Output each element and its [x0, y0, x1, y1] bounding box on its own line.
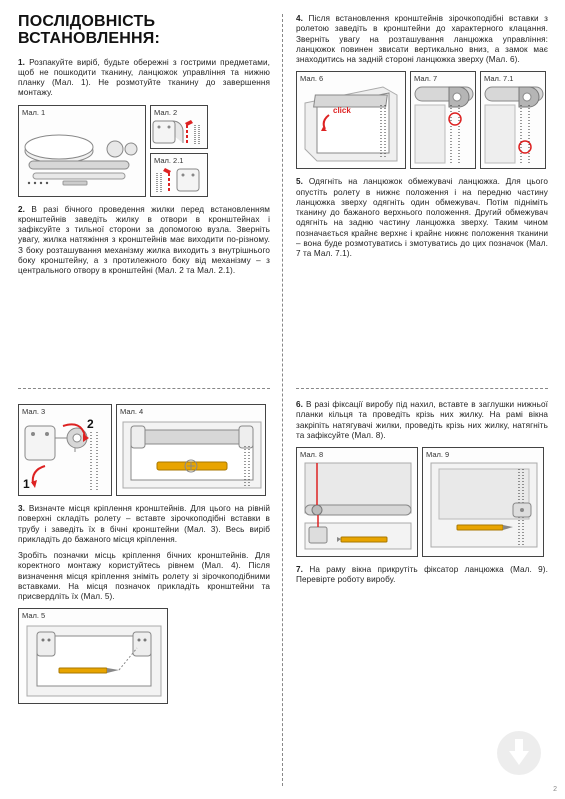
click-text: click — [333, 106, 351, 115]
figure-2-1-label: Мал. 2.1 — [151, 154, 207, 165]
figure-2-1-svg — [151, 165, 209, 197]
quadrant-4: 6. В разі фіксації виробу під нахил, вст… — [296, 400, 548, 592]
step-3-text-a: 3. Визначте місця кріплення кронштейнів.… — [18, 504, 270, 545]
figure-6: Мал. 6 click — [296, 71, 406, 169]
figure-1-label: Мал. 1 — [19, 106, 145, 117]
svg-text:2: 2 — [87, 417, 94, 431]
svg-text:1: 1 — [23, 477, 30, 491]
step-5-text: 5. Одягніть на ланцюжок обмежувачі ланцю… — [296, 177, 548, 259]
step-7-text: 7. На раму вікна прикрутіть фіксатор лан… — [296, 565, 548, 586]
fig-row-4: Мал. 6 click Мал. 7 — [296, 71, 548, 169]
vertical-divider — [282, 14, 283, 786]
figure-5: Мал. 5 — [18, 608, 168, 704]
figure-1-svg — [19, 117, 147, 195]
figure-4: Мал. 4 — [116, 404, 266, 496]
figure-8-label: Мал. 8 — [297, 448, 417, 459]
figure-7-1: Мал. 7.1 — [480, 71, 546, 169]
page-title: ПОСЛІДОВНІСТЬ ВСТАНОВЛЕННЯ: — [18, 14, 270, 48]
figure-4-svg — [117, 416, 267, 494]
fig-row-5: Мал. 5 — [18, 608, 270, 704]
page-number: 2 — [553, 786, 557, 793]
figure-3-label: Мал. 3 — [19, 405, 111, 416]
figure-8-svg — [297, 459, 419, 555]
figure-4-label: Мал. 4 — [117, 405, 265, 416]
figure-9-svg — [423, 459, 545, 555]
figure-2: Мал. 2 — [150, 105, 208, 149]
step-2-text: 2. В разі бічного проведення жилки перед… — [18, 205, 270, 277]
step-4-text: 4. Після встановлення кронштейнів зірочк… — [296, 14, 548, 65]
horizontal-divider-left — [18, 388, 270, 389]
figure-7: Мал. 7 — [410, 71, 476, 169]
figure-7-1-svg — [481, 83, 547, 167]
step-1-text: 1. Розпакуйте виріб, будьте обережні з г… — [18, 58, 270, 99]
figure-7-label: Мал. 7 — [411, 72, 475, 83]
figure-9-label: Мал. 9 — [423, 448, 543, 459]
figure-3: Мал. 3 2 1 — [18, 404, 112, 496]
figure-2-label: Мал. 2 — [151, 106, 207, 117]
figure-8: Мал. 8 — [296, 447, 418, 557]
figure-9: Мал. 9 — [422, 447, 544, 557]
fig-row-6: Мал. 8 Мал. 9 — [296, 447, 548, 557]
figure-6-svg: click — [297, 83, 407, 167]
step-3-text-b: Зробіть позначки місць кріплення бічних … — [18, 551, 270, 602]
quadrant-3: Мал. 3 2 1 — [18, 400, 270, 712]
quadrant-1: ПОСЛІДОВНІСТЬ ВСТАНОВЛЕННЯ: 1. Розпакуйт… — [18, 14, 270, 282]
figure-1: Мал. 1 — [18, 105, 146, 197]
figure-2-1: Мал. 2.1 — [150, 153, 208, 197]
step-6-text: 6. В разі фіксації виробу під нахил, вст… — [296, 400, 548, 441]
figure-3-svg: 2 1 — [19, 416, 113, 494]
figure-7-1-label: Мал. 7.1 — [481, 72, 545, 83]
quadrant-2: 4. Після встановлення кронштейнів зірочк… — [296, 14, 548, 265]
fig-row-1: Мал. 1 Мал — [18, 105, 270, 197]
fig-row-3: Мал. 3 2 1 — [18, 404, 270, 496]
figure-2-svg — [151, 117, 209, 149]
horizontal-divider-right — [296, 388, 548, 389]
figure-5-label: Мал. 5 — [19, 609, 167, 620]
figure-7-svg — [411, 83, 477, 167]
figure-6-label: Мал. 6 — [297, 72, 405, 83]
figure-5-svg — [19, 620, 169, 702]
watermark-icon — [495, 729, 543, 777]
